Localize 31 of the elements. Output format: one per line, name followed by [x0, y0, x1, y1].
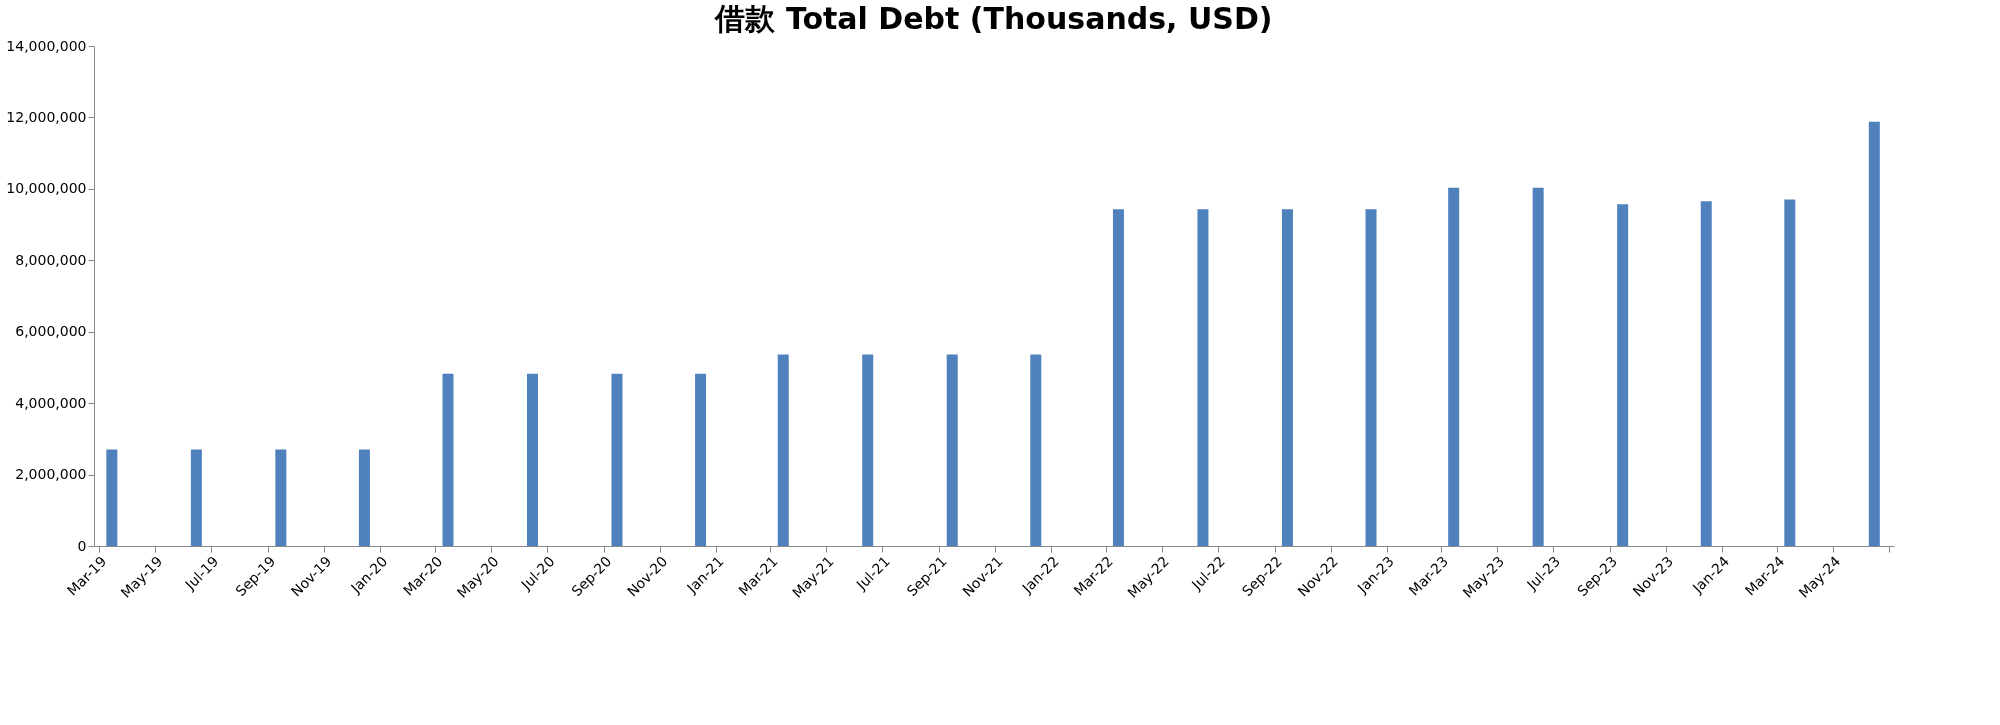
chart-title: 借款 Total Debt (Thousands, USD): [714, 1, 1273, 36]
bar: [190, 449, 202, 546]
bar: [106, 449, 118, 546]
bar: [1030, 354, 1042, 546]
bar: [611, 373, 623, 546]
bar: [1617, 204, 1629, 546]
bar: [1365, 209, 1377, 546]
y-tick-label: 4,000,000: [15, 394, 87, 411]
bar: [862, 354, 874, 546]
bar: [1281, 209, 1293, 546]
bar: [1448, 187, 1460, 546]
bar: [275, 449, 287, 546]
y-tick-label: 6,000,000: [15, 323, 87, 340]
bar: [1112, 209, 1124, 546]
bar: [946, 354, 958, 546]
y-tick-label: 14,000,000: [6, 37, 87, 54]
bar: [695, 373, 707, 546]
bar: [1197, 209, 1209, 546]
bar: [1532, 187, 1544, 546]
bar: [777, 354, 789, 546]
y-tick-label: 10,000,000: [6, 180, 87, 197]
y-tick-label: 0: [77, 537, 87, 554]
bar: [1700, 201, 1712, 546]
y-tick-label: 12,000,000: [6, 108, 87, 125]
bar: [1868, 121, 1880, 546]
y-tick-label: 8,000,000: [15, 251, 87, 268]
bar: [526, 373, 538, 546]
y-tick-label: 2,000,000: [15, 466, 87, 483]
bar: [442, 373, 454, 546]
bar: [1784, 199, 1796, 546]
bar: [358, 449, 370, 546]
